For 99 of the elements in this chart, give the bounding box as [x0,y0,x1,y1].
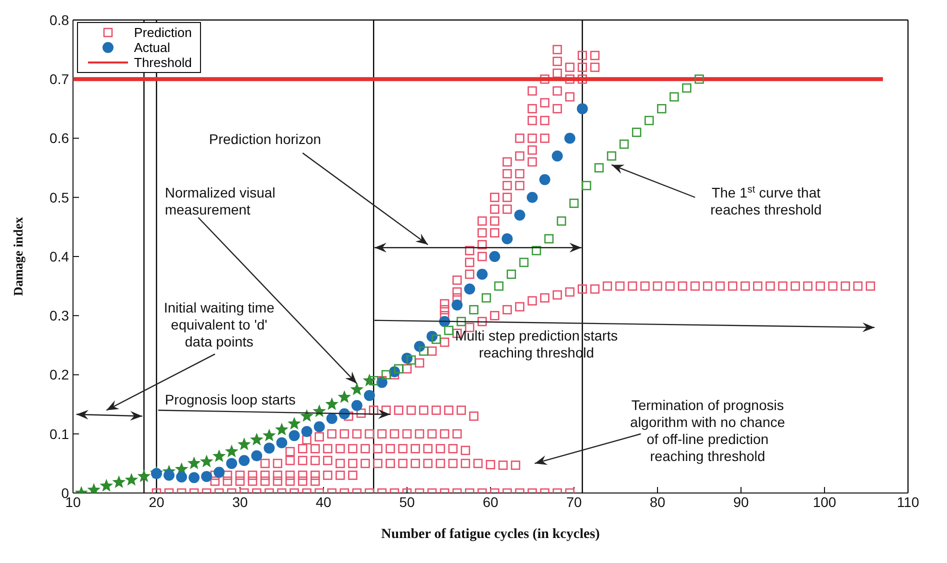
point [351,400,362,411]
x-tick-label: 20 [148,494,164,510]
point [556,216,566,226]
point [539,174,550,186]
y-tick-label: 0.7 [50,71,70,88]
point [276,437,288,448]
point [532,246,542,256]
annotation: Prediction horizon [209,131,322,148]
y-tick-label: 0.4 [50,248,70,264]
point [432,334,441,344]
point [619,140,629,149]
point [682,83,692,93]
point [176,472,188,483]
point [314,421,325,432]
legend-label: Actual [134,40,170,55]
point [506,270,516,279]
point [212,449,226,462]
point [494,281,504,291]
x-tick-label: 40 [316,494,332,510]
point [288,430,300,442]
point [226,458,238,469]
point [251,450,262,462]
point [526,192,538,203]
point [464,284,476,295]
point [452,299,463,310]
x-tick-label: 80 [650,494,666,510]
point [482,293,491,303]
point [100,478,114,492]
point [364,390,375,401]
x-tick-label: 30 [232,494,248,510]
x-tick-label: 50 [399,494,415,510]
point [569,198,579,208]
y-axis-title: Damage index [10,216,26,296]
annotation: Prognosis loop starts [164,391,296,408]
annotation: The 1$^{st}$ curve that reaches threshold [710,184,822,218]
point [137,469,151,482]
point [694,74,704,84]
point [476,268,488,280]
point [326,413,338,424]
y-tick-label: 0.2 [50,366,70,383]
point [350,382,364,396]
x-tick-label: 110 [896,494,920,510]
x-tick-label: 70 [566,494,582,510]
point [419,346,428,356]
point [124,472,138,486]
point [288,416,301,430]
point [201,470,212,482]
point [576,103,588,114]
point [214,466,225,478]
y-tick-label: 0.8 [50,12,70,28]
point [406,355,416,365]
x-tick-label: 90 [733,494,749,510]
point [250,432,264,446]
annotation: Termination of prognosis algorithm with no chance of off-line prediction reaching threshold [630,397,786,464]
point [325,397,339,410]
x-axis-title: Number of fatigue cycles (in kcycles) [381,527,600,542]
point [381,370,391,380]
y-tick-label: 0.6 [50,130,70,146]
point [606,151,616,161]
point [275,422,288,436]
legend-label: Threshold [134,55,192,70]
point [262,428,276,442]
point [544,234,554,244]
point [519,258,529,268]
point [301,426,312,438]
legend-label: Prediction [134,25,192,40]
point [564,132,576,144]
annotation: Initial waiting time equivalent to 'd' data points [164,300,275,350]
point [188,472,200,484]
annotation: Normalized visual measurement [164,184,276,218]
point [300,409,314,422]
point [469,305,478,314]
point [670,92,679,102]
point [112,475,126,488]
point [224,444,238,458]
point [657,104,666,114]
point [502,233,513,244]
point [394,364,404,374]
point [582,180,592,190]
point [594,163,604,172]
x-tick-label: 100 [812,494,836,510]
point [632,128,642,137]
point [238,438,251,450]
point [444,326,454,336]
y-tick-label: 0.1 [50,426,70,442]
y-tick-label: 0.3 [50,308,70,324]
point [489,251,500,262]
point [200,454,214,468]
point [456,316,466,326]
point [264,442,275,454]
point [238,454,250,466]
y-tick-label: 0.5 [50,189,70,206]
point [644,116,654,126]
point [164,470,175,481]
point [338,390,352,403]
point [514,210,526,221]
point [187,456,201,470]
point [552,150,563,162]
x-tick-label: 60 [482,494,498,510]
